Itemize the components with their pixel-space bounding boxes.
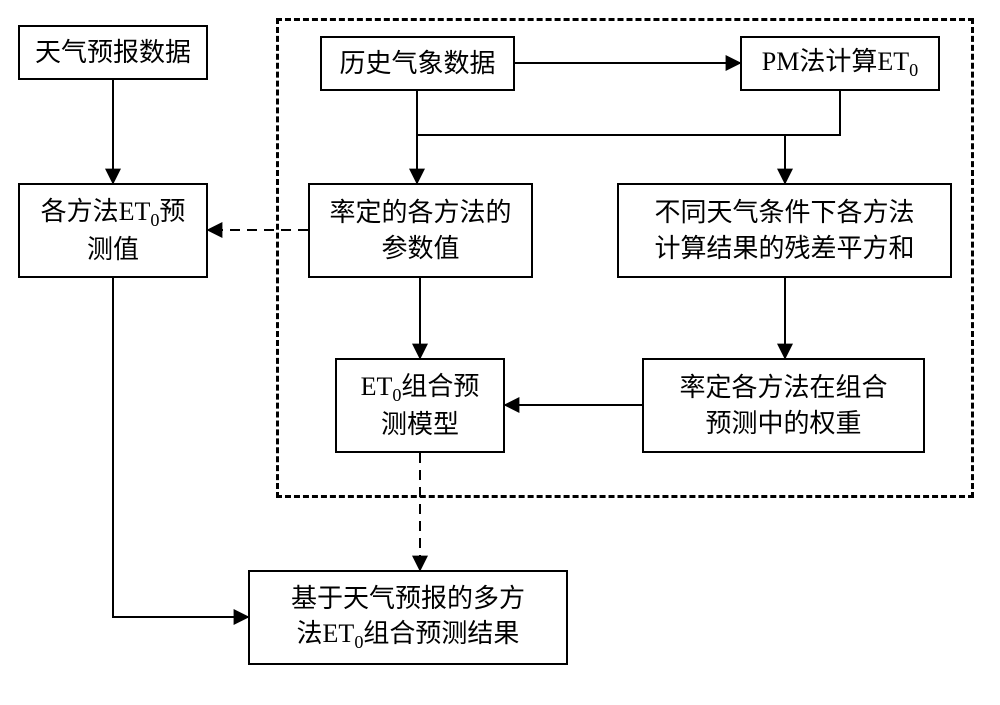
node-label: ET0组合预测模型 xyxy=(361,369,480,443)
node-result: 基于天气预报的多方法ET0组合预测结果 xyxy=(248,570,568,665)
node-pm-et0: PM法计算ET0 xyxy=(740,36,940,91)
node-label: PM法计算ET0 xyxy=(762,44,918,83)
node-combo-model: ET0组合预测模型 xyxy=(335,358,505,453)
node-history-data: 历史气象数据 xyxy=(320,36,515,91)
diagram-canvas: 天气预报数据 历史气象数据 PM法计算ET0 各方法ET0预测值 率定的各方法的… xyxy=(0,0,1000,705)
node-label: 天气预报数据 xyxy=(35,35,191,70)
node-weights: 率定各方法在组合预测中的权重 xyxy=(642,358,925,453)
node-label: 率定的各方法的参数值 xyxy=(329,195,511,265)
node-label: 各方法ET0预测值 xyxy=(41,194,186,268)
node-residual-ss: 不同天气条件下各方法计算结果的残差平方和 xyxy=(617,183,952,278)
node-label: 不同天气条件下各方法计算结果的残差平方和 xyxy=(654,195,914,265)
node-forecast-data: 天气预报数据 xyxy=(18,25,208,80)
node-label: 历史气象数据 xyxy=(339,46,495,81)
node-calibrated-params: 率定的各方法的参数值 xyxy=(308,183,533,278)
node-label: 基于天气预报的多方法ET0组合预测结果 xyxy=(291,581,525,655)
node-label: 率定各方法在组合预测中的权重 xyxy=(679,370,887,440)
node-method-predictions: 各方法ET0预测值 xyxy=(18,183,208,278)
